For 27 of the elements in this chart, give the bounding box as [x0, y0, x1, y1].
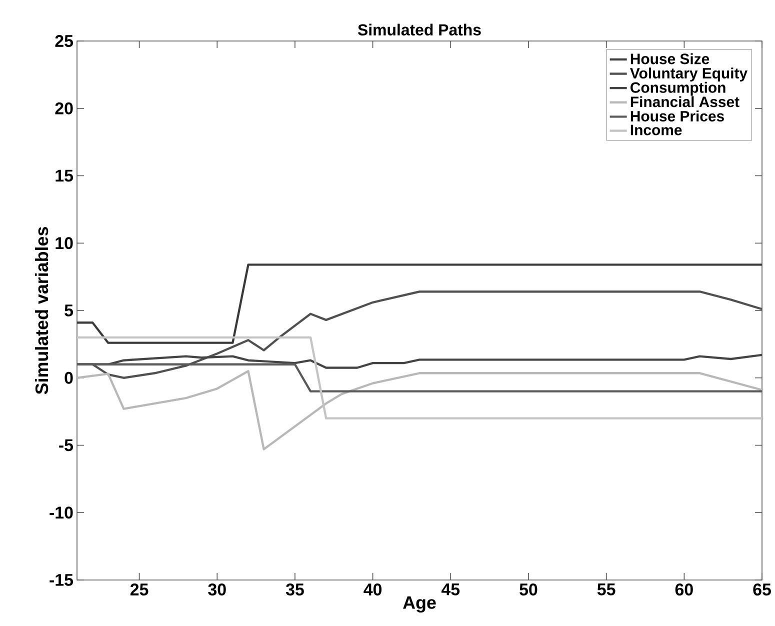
legend-label: Income — [630, 124, 682, 136]
y-axis-title: Simulated variables — [34, 227, 48, 394]
x-tick-label: 65 — [753, 584, 771, 596]
legend-label: Consumption — [630, 82, 726, 96]
y-tick-label: -10 — [50, 506, 73, 519]
x-tick-label: 35 — [286, 584, 304, 596]
x-axis-title: Age — [403, 596, 436, 613]
y-tick-label: -5 — [59, 439, 74, 452]
legend-label: Voluntary Equity — [630, 68, 748, 82]
legend-label: House Size — [630, 53, 710, 64]
chart-title: Simulated Paths — [358, 24, 481, 36]
x-tick-label: 45 — [441, 584, 460, 596]
y-tick-label: 10 — [56, 237, 73, 250]
legend-label: Financial Asset — [630, 96, 740, 108]
x-tick-label: 60 — [675, 584, 693, 596]
x-tick-label: 40 — [364, 584, 382, 596]
y-tick-label: 20 — [55, 102, 73, 114]
y-tick-label: 0 — [64, 372, 73, 384]
legend-label: House Prices — [630, 110, 724, 122]
x-tick-label: 25 — [130, 584, 148, 596]
y-tick-label: 25 — [55, 34, 74, 47]
x-tick-label: 55 — [597, 584, 616, 596]
x-tick-label: 30 — [208, 584, 226, 596]
x-tick-label: 50 — [520, 584, 538, 596]
y-tick-label: -15 — [50, 574, 74, 586]
y-tick-label: 5 — [64, 304, 74, 316]
y-tick-label: 15 — [56, 170, 74, 182]
